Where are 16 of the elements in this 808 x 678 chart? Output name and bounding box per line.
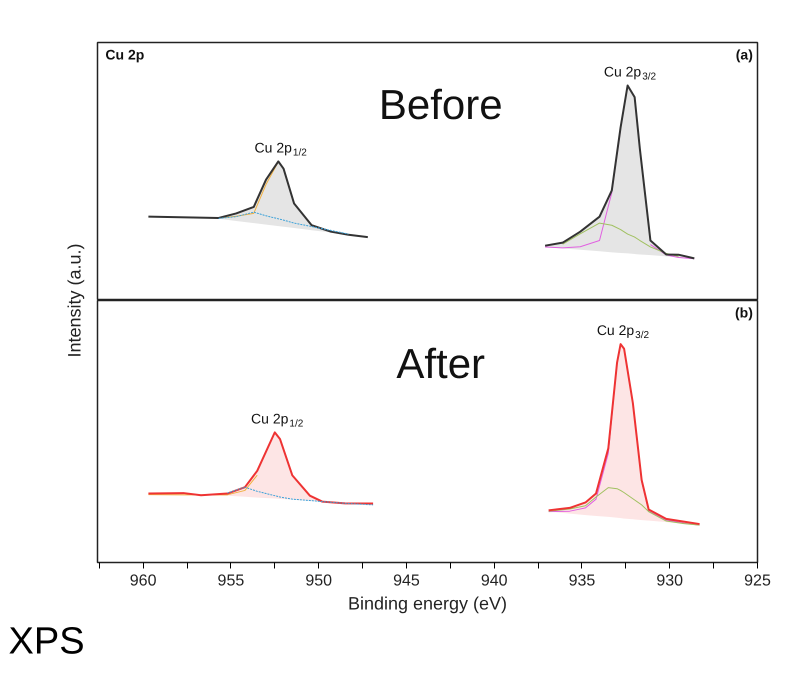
- x-tick-label: 940: [480, 572, 508, 590]
- x-axis-title: Binding energy (eV): [348, 594, 508, 614]
- x-tick-label: 955: [218, 572, 244, 590]
- chart-subtitle: After: [396, 340, 486, 387]
- text: (b): [735, 304, 753, 320]
- text: XPS: [8, 620, 85, 662]
- y-axis-title: Intensity (a.u.): [64, 243, 84, 358]
- x-tick-label: 930: [656, 572, 684, 590]
- x-tick-label: 935: [568, 572, 596, 590]
- x-tick-label: 960: [130, 572, 157, 590]
- x-tick-label: 925: [744, 572, 771, 590]
- chart-subtitle: Before: [378, 80, 503, 128]
- x-tick-label: 945: [393, 572, 420, 590]
- text: (a): [736, 46, 753, 62]
- chart-title: Cu 2p: [105, 46, 144, 62]
- x-tick-label: 950: [305, 572, 332, 590]
